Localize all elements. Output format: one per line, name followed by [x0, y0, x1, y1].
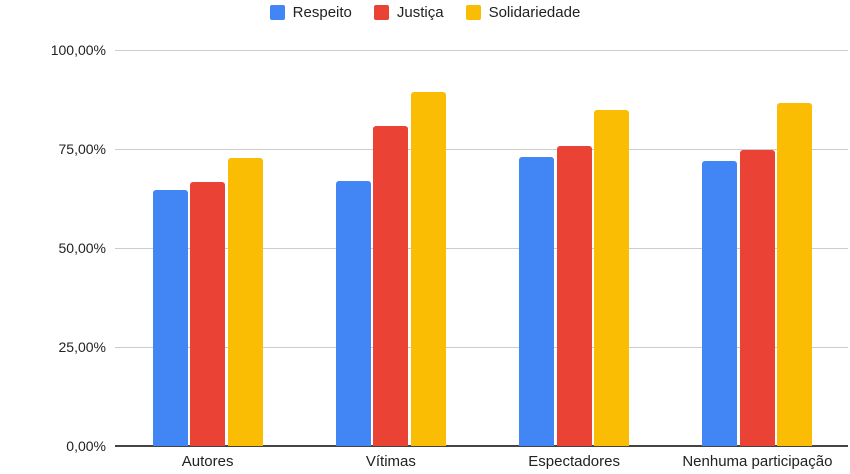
- y-tick-label: 50,00%: [58, 240, 106, 256]
- bar-respeito-3[interactable]: [702, 160, 738, 446]
- legend-swatch-justica: [373, 5, 389, 20]
- gridline: [115, 149, 848, 150]
- gridline: [115, 347, 848, 348]
- x-tick-label: Autores: [181, 453, 234, 470]
- bar-respeito-1[interactable]: [335, 181, 371, 446]
- bar-justiça-2[interactable]: [556, 145, 592, 446]
- legend-label: Solidariedade: [488, 4, 581, 21]
- bar-respeito-2[interactable]: [519, 156, 555, 446]
- legend-swatch-respeito: [269, 5, 285, 20]
- chart-legend: Respeito Justiça Solidariedade: [0, 4, 850, 21]
- y-tick-label: 100,00%: [50, 42, 106, 58]
- legend-label: Respeito: [292, 4, 352, 21]
- legend-item-justica[interactable]: Justiça: [373, 4, 444, 21]
- legend-item-solidariedade[interactable]: Solidariedade: [465, 4, 581, 21]
- bar-solidariedade-3[interactable]: [777, 103, 813, 446]
- legend-label: Justiça: [396, 4, 444, 21]
- bar-solidariedade-0[interactable]: [227, 158, 263, 446]
- bar-solidariedade-1[interactable]: [410, 91, 446, 446]
- x-axis-line: [115, 445, 848, 447]
- plot-area: 0,00% 25,00% 50,00% 75,00% 100,00%: [51, 42, 848, 454]
- gridline: [115, 248, 848, 249]
- legend-item-respeito[interactable]: Respeito: [269, 4, 352, 21]
- bar-justiça-0[interactable]: [190, 181, 226, 446]
- x-tick-label: Nenhuma participação: [682, 453, 833, 470]
- x-tick-label: Vítimas: [365, 453, 416, 470]
- gridline: [115, 50, 848, 51]
- bar-solidariedade-2[interactable]: [594, 110, 630, 446]
- x-tick-label: Espectadores: [528, 453, 620, 470]
- bar-respeito-0[interactable]: [152, 190, 188, 446]
- y-tick-label: 75,00%: [58, 141, 106, 157]
- y-tick-label: 0,00%: [66, 438, 106, 454]
- y-tick-label: 25,00%: [58, 339, 106, 355]
- bar-justiça-3[interactable]: [739, 150, 775, 446]
- bar-justiça-1[interactable]: [373, 126, 409, 446]
- legend-swatch-solidariedade: [465, 5, 481, 20]
